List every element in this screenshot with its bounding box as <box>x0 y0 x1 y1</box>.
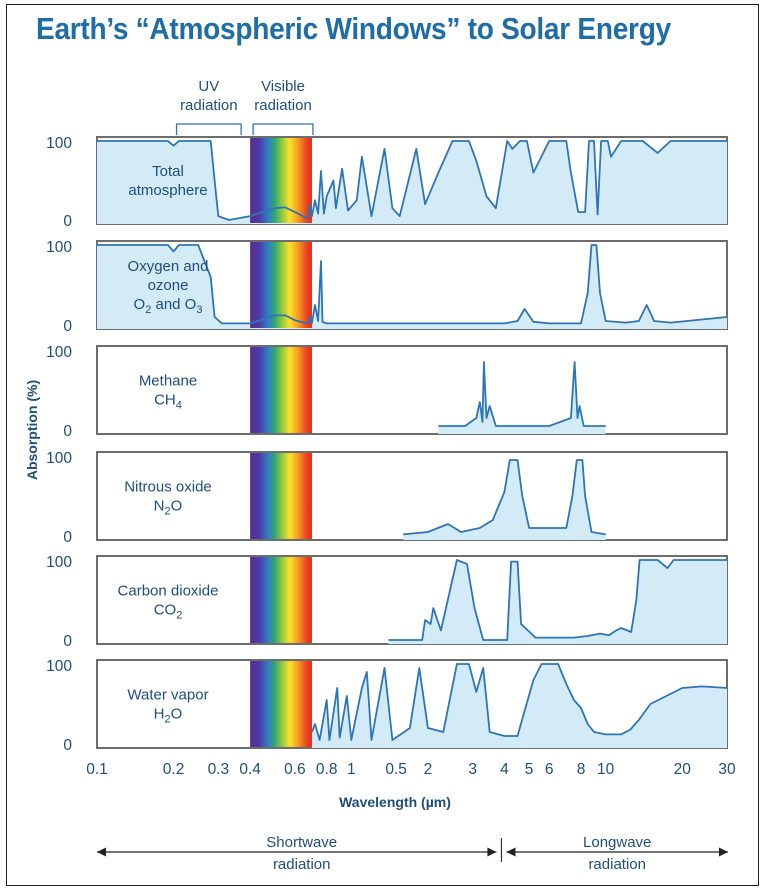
y-axis-label: Absorption (%) <box>24 380 40 480</box>
visible-spectrum-band <box>250 661 312 747</box>
x-tick-label: 0.3 <box>208 761 230 778</box>
x-tick-label: 10 <box>597 761 615 778</box>
absorption-area <box>438 362 606 434</box>
y-tick-0: 0 <box>63 737 72 754</box>
x-tick-label: 5 <box>525 761 534 778</box>
panel-label-line: N2O <box>154 498 183 518</box>
absorption-area <box>97 141 727 224</box>
x-tick-label: 3 <box>468 761 477 778</box>
shortwave-label: Shortwave <box>266 834 337 851</box>
x-tick-label: 6 <box>545 761 554 778</box>
y-tick-0: 0 <box>63 213 72 230</box>
shortwave-arrow <box>97 847 497 857</box>
x-tick-label: 30 <box>718 761 736 778</box>
x-tick-label: 2 <box>424 761 433 778</box>
panel-label-line: Oxygen and <box>128 258 209 275</box>
band-label: radiation <box>254 97 312 114</box>
panel-label-line: Methane <box>139 373 197 390</box>
panel-nitrous-oxide: 100 0 Nitrous oxide N2O <box>46 450 728 546</box>
band-bracket <box>175 123 242 135</box>
uv-band: UV radiation <box>175 78 242 135</box>
x-tick-label: 0.1 <box>86 761 108 778</box>
visible-spectrum-band <box>250 453 312 539</box>
absorption-line <box>97 244 728 325</box>
x-tick-label: 4 <box>500 761 509 778</box>
y-tick-100: 100 <box>46 135 72 152</box>
chart-frame <box>6 4 759 886</box>
x-tick-label: 20 <box>674 761 692 778</box>
y-tick-100: 100 <box>46 239 72 256</box>
visible-band: Visible radiation <box>252 78 314 135</box>
x-tick-label: 1 <box>347 761 356 778</box>
y-tick-0: 0 <box>63 529 72 546</box>
y-tick-0: 0 <box>63 423 72 440</box>
absorption-line <box>438 361 606 427</box>
shortwave-label: radiation <box>273 856 331 873</box>
absorption-area <box>97 245 727 329</box>
absorption-line <box>311 663 728 741</box>
visible-spectrum-band <box>250 138 312 223</box>
band-label: radiation <box>180 97 238 114</box>
absorption-area <box>311 664 727 748</box>
panel-label-line: Carbon dioxide <box>118 583 219 600</box>
panel-label-line: atmosphere <box>128 182 207 199</box>
absorption-line <box>403 459 606 536</box>
visible-spectrum-band <box>250 347 312 433</box>
x-axis-label: Wavelength (µm) <box>339 794 451 810</box>
panel-water-vapor: 100 0 Water vapor H2O <box>46 658 728 754</box>
panel-frame <box>96 451 728 541</box>
visible-spectrum-band <box>250 557 312 643</box>
absorption-area <box>403 460 606 540</box>
panel-label-line: ozone <box>148 277 189 294</box>
x-tick-label: 0.6 <box>284 761 306 778</box>
panel-total-atmosphere: 100 0 Total atmosphere <box>46 135 728 230</box>
panel-label-line: Total <box>152 163 184 180</box>
panel-oxygen-and-ozone: 100 0 Oxygen and ozone O2 and O3 <box>46 239 728 335</box>
y-tick-100: 100 <box>46 554 72 571</box>
longwave-label: radiation <box>588 856 646 873</box>
panel-label-line: O2 and O3 <box>134 296 203 316</box>
panel-carbon-dioxide: 100 0 Carbon dioxide CO2 <box>46 554 728 650</box>
y-tick-100: 100 <box>46 344 72 361</box>
longwave-label: Longwave <box>583 834 651 851</box>
y-tick-0: 0 <box>63 633 72 650</box>
x-tick-label: 0.8 <box>316 761 338 778</box>
absorption-line <box>97 140 727 221</box>
longwave-arrow <box>506 847 728 857</box>
x-tick-label: 8 <box>577 761 586 778</box>
x-tick-label: 0.4 <box>239 761 261 778</box>
absorption-line <box>388 559 727 641</box>
panel-label-line: CO2 <box>154 602 183 622</box>
panel-label-line: CH4 <box>154 392 182 412</box>
band-label: UV <box>198 78 219 95</box>
panel-label-line: H2O <box>154 706 183 726</box>
panel-frame <box>96 345 728 435</box>
absorption-area <box>388 560 727 644</box>
chart-title: Earth’s “Atmospheric Windows” to Solar E… <box>36 12 671 46</box>
y-tick-0: 0 <box>63 318 72 335</box>
panel-methane: 100 0 Methane CH4 <box>46 344 728 440</box>
panel-label-line: Water vapor <box>127 687 208 704</box>
panel-label-line: Nitrous oxide <box>124 479 212 496</box>
y-tick-100: 100 <box>46 450 72 467</box>
x-tick-label: 0.5 <box>385 761 407 778</box>
visible-spectrum-band <box>250 242 312 328</box>
y-tick-100: 100 <box>46 658 72 675</box>
x-tick-label: 0.2 <box>163 761 185 778</box>
band-label: Visible <box>261 78 305 95</box>
band-bracket <box>252 123 314 135</box>
